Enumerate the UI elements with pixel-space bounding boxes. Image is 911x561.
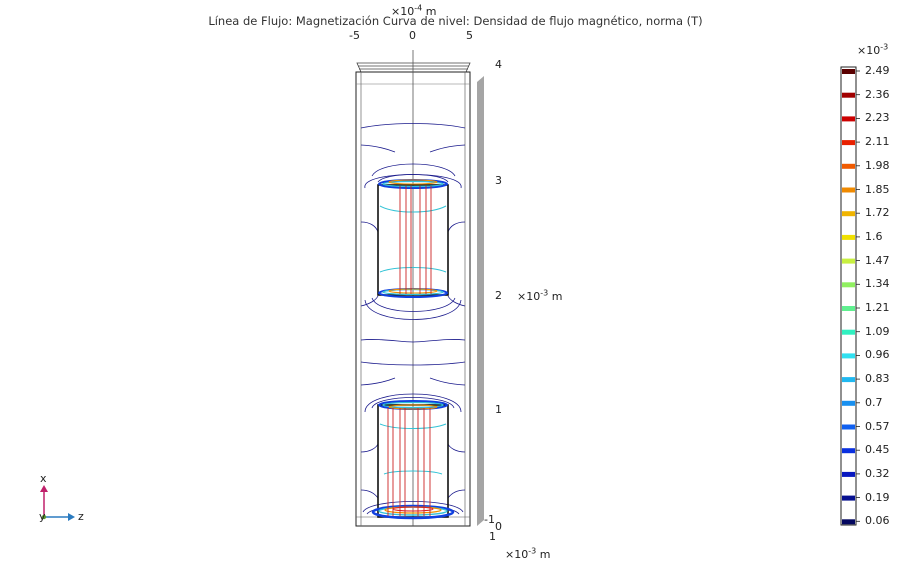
axis-triad-z-label: z	[78, 510, 84, 523]
magnet-lower	[371, 400, 455, 520]
colorbar-swatch	[842, 329, 855, 335]
axis-triad-x-label: x	[40, 472, 47, 485]
axis-triad-y-label: y	[39, 510, 46, 523]
box-top-cap	[356, 62, 471, 73]
colorbar-label: 2.23	[865, 111, 890, 125]
colorbar-label: 2.49	[865, 64, 890, 77]
colorbar-label: 1.6	[865, 229, 883, 243]
axis-triad	[40, 485, 75, 521]
right-axis-unit: ×10-3 m	[517, 288, 563, 303]
colorbar-label: 1.72	[865, 206, 890, 220]
colorbar-swatch	[842, 306, 855, 311]
colorbar-swatch	[842, 163, 855, 169]
colorbar-label: 2.36	[865, 87, 890, 101]
magnet-upper	[377, 179, 449, 298]
colorbar-swatch	[842, 116, 855, 122]
colorbar-label: 0.7	[865, 395, 883, 409]
top-tick: 5	[466, 29, 473, 42]
colorbar-label: 1.21	[865, 301, 890, 314]
colorbar-label: 1.47	[865, 253, 890, 267]
colorbar-label: 0.45	[865, 443, 890, 457]
colorbar-label: 0.96	[865, 348, 890, 362]
colorbar-swatch	[842, 495, 855, 501]
colorbar-swatch	[842, 187, 855, 193]
colorbar-label: 0.06	[865, 514, 890, 528]
top-axis-unit: ×10-4 m	[391, 3, 437, 18]
colorbar-swatch	[842, 140, 855, 146]
colorbar-swatch	[842, 258, 855, 264]
top-tick: -5	[349, 29, 360, 42]
colorbar-label: 1.85	[865, 182, 890, 196]
bottom-tick: -1	[484, 513, 495, 526]
flux-lines	[387, 186, 432, 516]
colorbar-swatch	[842, 353, 855, 359]
right-tick: 0	[495, 520, 502, 533]
colorbar-label: 0.19	[865, 490, 890, 504]
colorbar-swatch	[842, 92, 855, 98]
colorbar-swatch	[842, 234, 855, 240]
colorbar-swatch	[842, 282, 855, 288]
top-tick: 0	[409, 29, 416, 42]
colorbar-swatch	[842, 69, 855, 74]
bottom-axis-unit: ×10-3 m	[505, 546, 551, 561]
colorbar-swatch	[842, 211, 855, 217]
colorbar-swatch	[842, 400, 855, 406]
right-tick: 1	[495, 403, 502, 416]
colorbar-swatch	[842, 448, 855, 454]
colorbar-label: 0.57	[865, 419, 890, 433]
colorbar-label: 1.34	[865, 277, 890, 291]
colorbar-swatch	[842, 471, 855, 477]
box-side-face	[477, 76, 484, 526]
right-tick: 3	[495, 174, 502, 187]
colorbar-label: 2.11	[865, 135, 890, 149]
right-tick: 4	[495, 58, 502, 71]
colorbar-swatch	[842, 377, 855, 383]
colorbar-label: 0.32	[865, 466, 890, 480]
colorbar-label: 1.09	[865, 324, 890, 338]
bottom-tick: 1	[489, 530, 496, 543]
colorbar-swatch	[842, 424, 855, 430]
plot-title: Línea de Flujo: Magnetización Curva de n…	[208, 14, 703, 28]
colorbar-exponent: ×10-3	[857, 42, 889, 57]
right-tick: 2	[495, 289, 502, 302]
colorbar	[840, 66, 860, 526]
colorbar-label: 1.98	[865, 158, 890, 172]
contour-lines-outer	[360, 123, 466, 515]
colorbar-label: 0.83	[865, 372, 890, 386]
colorbar-swatch	[842, 519, 855, 525]
